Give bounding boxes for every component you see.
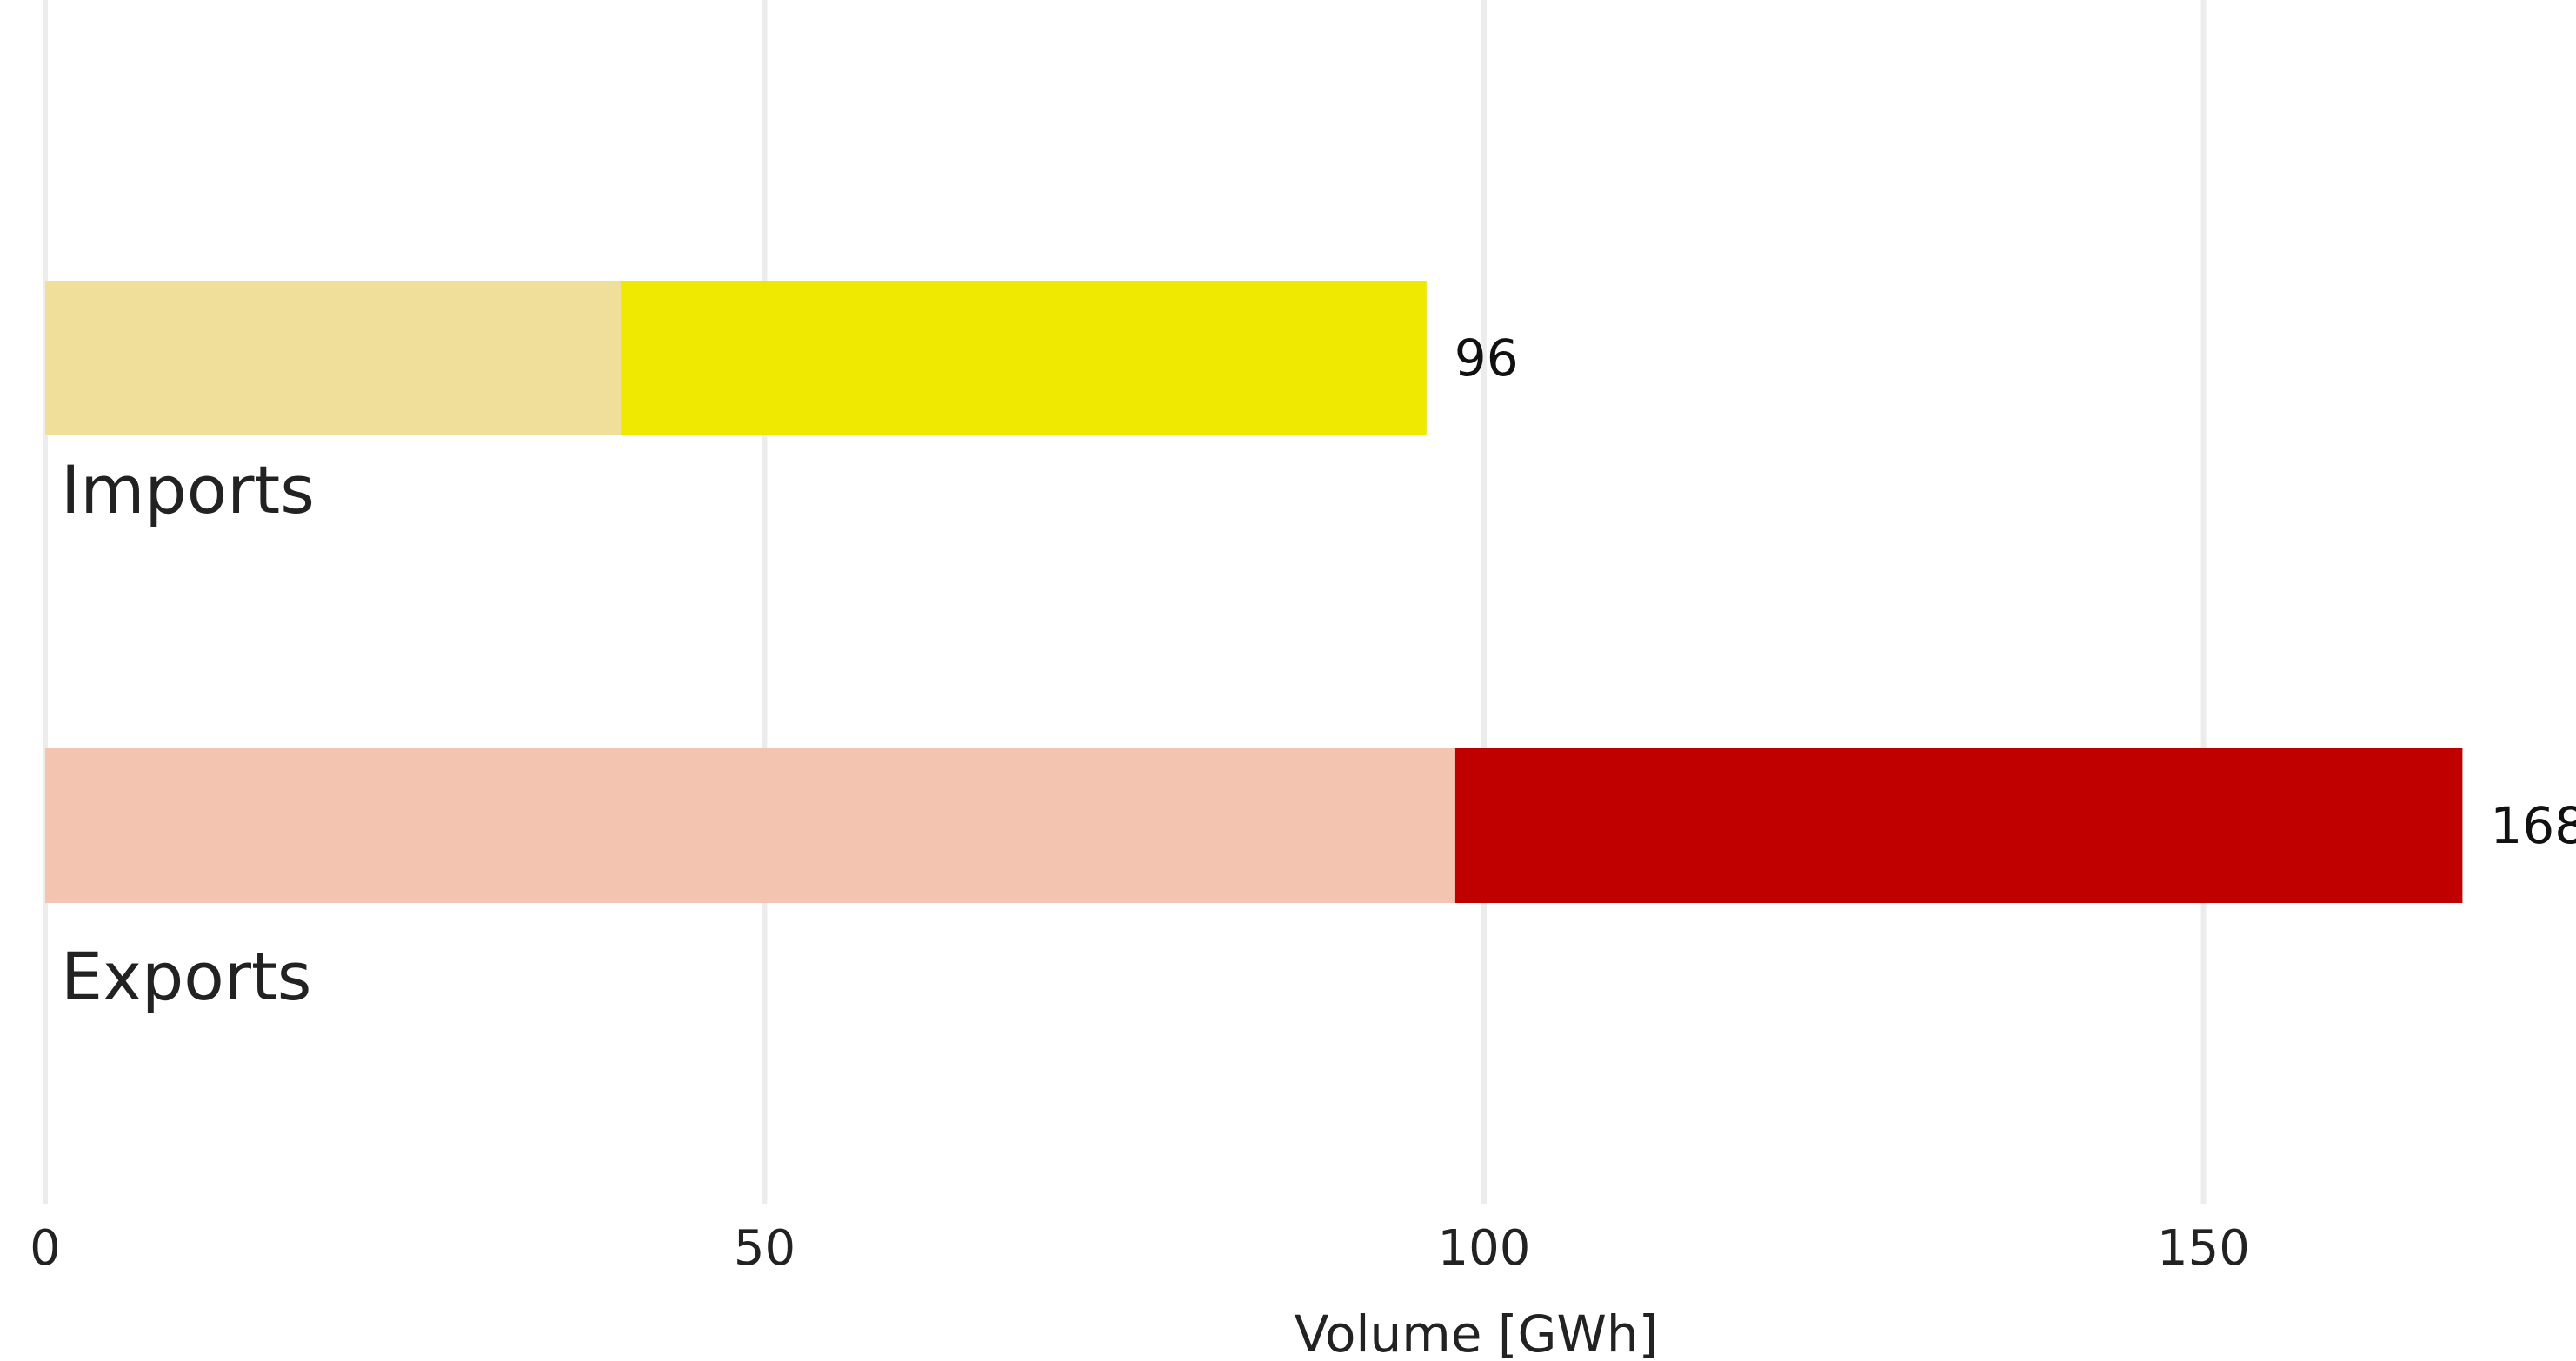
gridlines [43, 0, 2207, 1204]
x-tick-label: 100 [1438, 1220, 1531, 1277]
x-tick-label: 150 [2157, 1220, 2250, 1277]
x-tick-label: 0 [30, 1220, 61, 1277]
x-axis-title: Volume [GWh] [1295, 1305, 1658, 1361]
x-tick-label: 50 [734, 1220, 795, 1277]
category-label-imports: Imports [61, 451, 315, 528]
category-label-exports: Exports [61, 938, 311, 1015]
bar-exports-segment-1 [45, 748, 1455, 903]
bar-imports-segment-2 [621, 281, 1427, 435]
bar-exports-segment-2 [1454, 748, 2463, 903]
labels: 0 50 100 150 96 Imports 168 Exports [30, 329, 2576, 1277]
total-label-imports: 96 [1454, 329, 1519, 388]
total-label-exports: 168 [2490, 796, 2576, 855]
bar-imports-segment-1 [45, 281, 621, 435]
bars [45, 281, 2463, 903]
